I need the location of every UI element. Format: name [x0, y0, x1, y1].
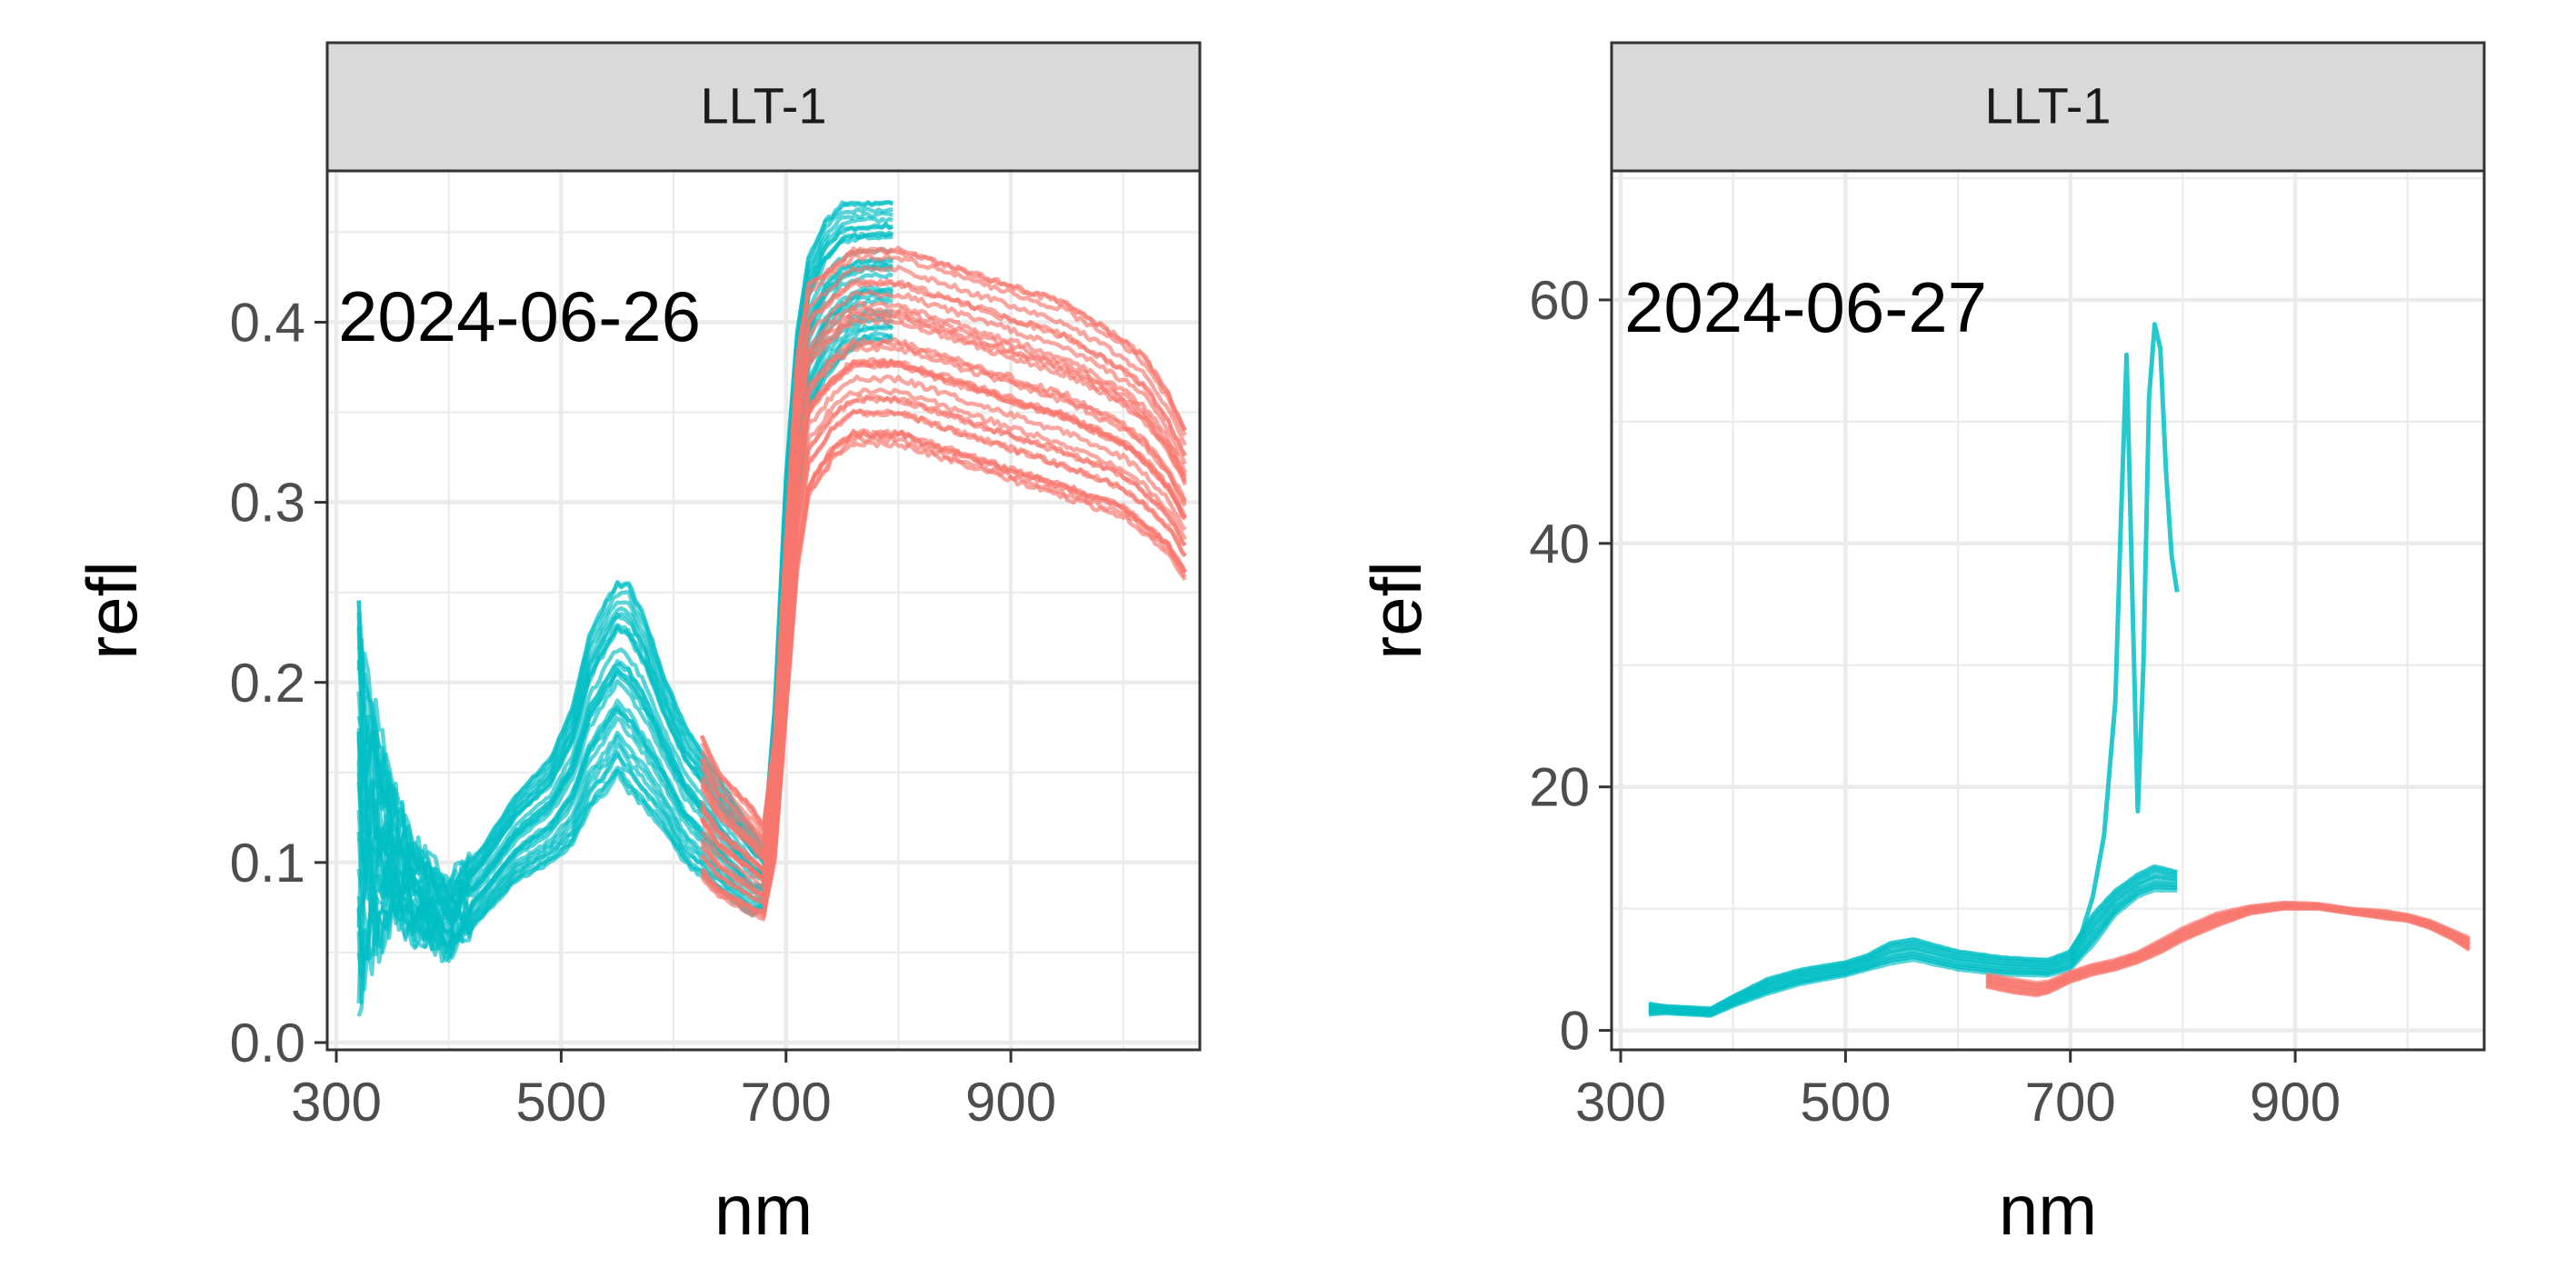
- y-axis-title: refl: [72, 561, 152, 659]
- axes: 300 500 700 900 0.0 0.1 0.2 0.3 0.4 nm refl: [72, 293, 1056, 1251]
- facet-panel-1: LLT-1 2024-06-26 300 500 700 900 0.0 0.1 0.2 0.3 0…: [72, 41, 1202, 1251]
- facet-strip: LLT-1: [325, 41, 1202, 173]
- spectrum-line: [1985, 900, 2471, 985]
- facet-label: LLT-1: [1984, 77, 2111, 135]
- date-annotation: 2024-06-26: [338, 276, 701, 356]
- spectrum-line: [2068, 322, 2180, 953]
- facet-panel-2: LLT-1 2024-06-27 300 500 700 900 0 20 40 60 nm refl: [1356, 41, 2486, 1250]
- y-tick-label: 0: [1560, 1001, 1590, 1062]
- x-axis-title: nm: [714, 1170, 813, 1250]
- y-tick-label: 0.3: [230, 473, 305, 534]
- x-tick-label: 700: [2025, 1072, 2116, 1133]
- y-tick-label: 20: [1529, 757, 1590, 818]
- facet-strip-background: [1610, 41, 2486, 173]
- spectrum-line: [699, 245, 1187, 830]
- facet-label: LLT-1: [700, 77, 826, 135]
- x-axis-title: nm: [1999, 1170, 2097, 1250]
- facet-strip-background: [325, 41, 1202, 173]
- date-annotation: 2024-06-27: [1624, 267, 1987, 347]
- x-tick-label: 300: [1575, 1072, 1666, 1133]
- data-lines: [1648, 322, 2471, 1018]
- facet-strip: LLT-1: [1610, 41, 2486, 173]
- x-tick-label: 300: [291, 1072, 382, 1133]
- x-tick-label: 500: [1800, 1072, 1891, 1133]
- y-axis-title: refl: [1356, 561, 1436, 659]
- y-tick-label: 0.1: [230, 833, 305, 894]
- axes: 300 500 700 900 0 20 40 60 nm refl: [1356, 270, 2341, 1250]
- y-tick-label: 0.4: [230, 293, 305, 354]
- y-tick-label: 0.2: [230, 653, 305, 714]
- series-1: [1648, 864, 2178, 1018]
- series-3: [1985, 900, 2471, 998]
- series-2: [2068, 322, 2180, 953]
- x-tick-label: 900: [2250, 1072, 2341, 1133]
- spectrum-line: [1648, 864, 2178, 1011]
- x-tick-label: 700: [741, 1072, 832, 1133]
- x-tick-label: 900: [965, 1072, 1056, 1133]
- spectrum-line: [356, 200, 894, 897]
- panel-background: [1612, 171, 2484, 1050]
- series-2: [699, 245, 1187, 922]
- x-tick-label: 500: [515, 1072, 606, 1133]
- y-tick-label: 40: [1529, 514, 1590, 574]
- y-tick-label: 60: [1529, 270, 1590, 331]
- y-tick-label: 0.0: [230, 1013, 305, 1073]
- data-lines: [356, 200, 1187, 1017]
